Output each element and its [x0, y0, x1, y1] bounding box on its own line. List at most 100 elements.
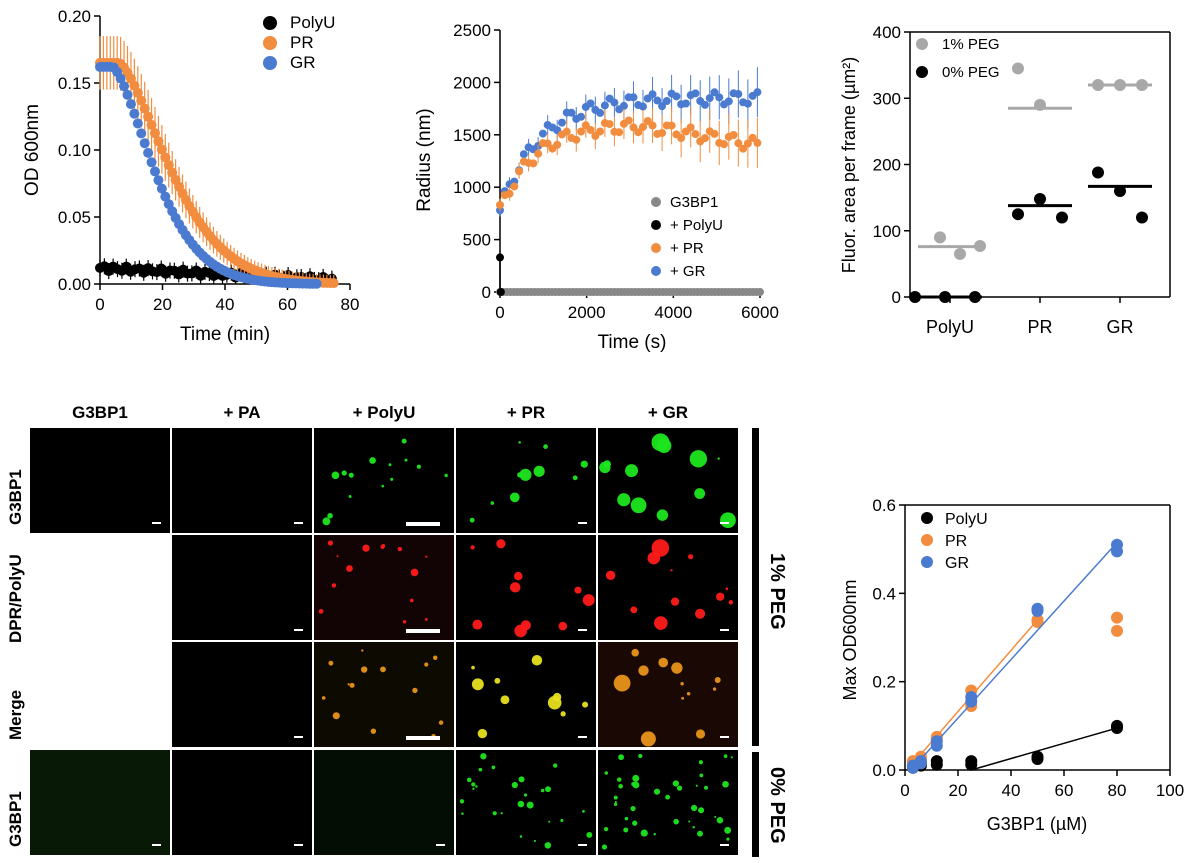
data-points — [906, 538, 1123, 774]
y-axis-title: Fluor. area per frame (µm²) — [839, 57, 859, 273]
turbidity-x-tick-label: 0 — [95, 295, 104, 314]
point-pr — [577, 127, 586, 136]
legend-marker — [916, 66, 928, 78]
turbidity-x-tick-label: 80 — [341, 295, 360, 314]
point-pr — [729, 130, 738, 139]
maxod-x-tick-label: 80 — [1108, 781, 1127, 800]
legend: 1% PEG 0% PEG — [916, 36, 1000, 81]
micrograph-image — [601, 753, 733, 850]
point-peg0 — [1136, 211, 1148, 224]
turbidity-y-tick-label: 0.15 — [58, 74, 91, 93]
legend: PolyU PR GR — [921, 511, 988, 572]
axes: 0.00 0.05 0.10 0.15 0.20 0 20 40 60 80 — [58, 7, 360, 314]
droplet — [656, 438, 672, 453]
droplet — [348, 472, 354, 478]
droplet — [695, 608, 706, 619]
droplet — [697, 830, 703, 837]
legend-label: + GR — [670, 263, 706, 280]
point-peg1 — [934, 231, 946, 244]
droplet — [370, 728, 377, 734]
point-pr — [328, 278, 339, 289]
point-pr — [139, 103, 150, 114]
droplet — [625, 464, 639, 478]
droplet — [471, 665, 475, 670]
droplet — [717, 457, 720, 460]
droplet — [728, 600, 734, 605]
maxod-x-tick-label: 0 — [900, 781, 909, 800]
axes: 0 100 200 300 400 PolyU PR GR — [873, 23, 1171, 337]
droplet — [572, 475, 578, 481]
micrograph-tile — [456, 642, 596, 747]
column-label: + GR — [647, 403, 689, 422]
micrograph-image — [294, 844, 303, 846]
droplet — [424, 617, 428, 621]
scale-bar — [720, 844, 729, 846]
droplet — [470, 545, 475, 550]
droplet — [360, 666, 368, 673]
droplet — [519, 468, 532, 481]
point-gr — [653, 96, 662, 105]
column-label: + PR — [506, 403, 546, 422]
point-pr — [534, 149, 543, 158]
droplet — [388, 463, 392, 467]
micrograph-tile — [172, 535, 312, 640]
droplet — [665, 794, 671, 800]
x-axis-title: G3BP1 (µM) — [987, 814, 1087, 834]
group-bar-0peg — [752, 752, 759, 857]
point-polyu — [965, 758, 978, 771]
legend-label: PolyU — [290, 13, 335, 32]
point-polyu — [496, 288, 505, 296]
micrograph-tile — [598, 428, 738, 533]
droplet — [624, 816, 629, 821]
point-pr — [156, 144, 167, 155]
row-label: Merge — [6, 689, 25, 740]
droplet — [630, 497, 647, 514]
point-peg0 — [1056, 211, 1068, 224]
droplet — [605, 570, 616, 581]
micrograph-image — [471, 655, 589, 739]
point-pr — [1031, 616, 1044, 629]
point-pr — [146, 120, 157, 131]
point-pr — [505, 189, 514, 198]
droplet — [433, 655, 438, 660]
legend-marker — [263, 16, 277, 30]
legend-label: GR — [945, 555, 969, 572]
point-pr — [648, 121, 657, 130]
droplet — [461, 812, 464, 815]
droplet — [653, 788, 661, 795]
turbidity-y-tick-label: 0.10 — [58, 141, 91, 160]
point-gr — [672, 92, 681, 101]
scale-bar — [294, 844, 303, 846]
droplet — [480, 753, 487, 760]
droplet — [545, 786, 551, 793]
droplet — [604, 771, 609, 775]
droplet — [519, 835, 523, 838]
x-axis-title: Time (min) — [180, 324, 270, 345]
point-pr — [739, 144, 748, 153]
legend-marker — [921, 534, 933, 546]
droplet — [490, 501, 495, 505]
micrograph-image — [470, 539, 595, 638]
droplet — [704, 785, 709, 790]
legend-label: PolyU — [945, 511, 988, 528]
scale-bar — [720, 629, 729, 631]
point-pr — [639, 122, 647, 131]
point-gr — [160, 191, 171, 202]
droplet — [518, 441, 521, 444]
point-gr — [519, 150, 528, 159]
micrograph-tile — [314, 750, 454, 855]
micrograph-tile — [456, 750, 596, 855]
droplet — [471, 782, 476, 787]
maxod-x-tick-label: 60 — [1055, 781, 1074, 800]
area-y-tick-label: 400 — [873, 23, 901, 42]
droplet — [517, 800, 525, 808]
droplet — [698, 807, 705, 814]
radius-chart: 0 500 1000 1500 2000 2500 0 2000 4000 6000 Time (s… — [414, 21, 779, 353]
column-label: + PA — [223, 403, 261, 422]
droplet — [671, 662, 683, 674]
turbidity-x-tick-label: 40 — [216, 295, 235, 314]
droplet — [689, 450, 708, 468]
micrograph-tile — [30, 750, 170, 855]
droplet — [500, 695, 510, 705]
droplet — [362, 544, 370, 552]
